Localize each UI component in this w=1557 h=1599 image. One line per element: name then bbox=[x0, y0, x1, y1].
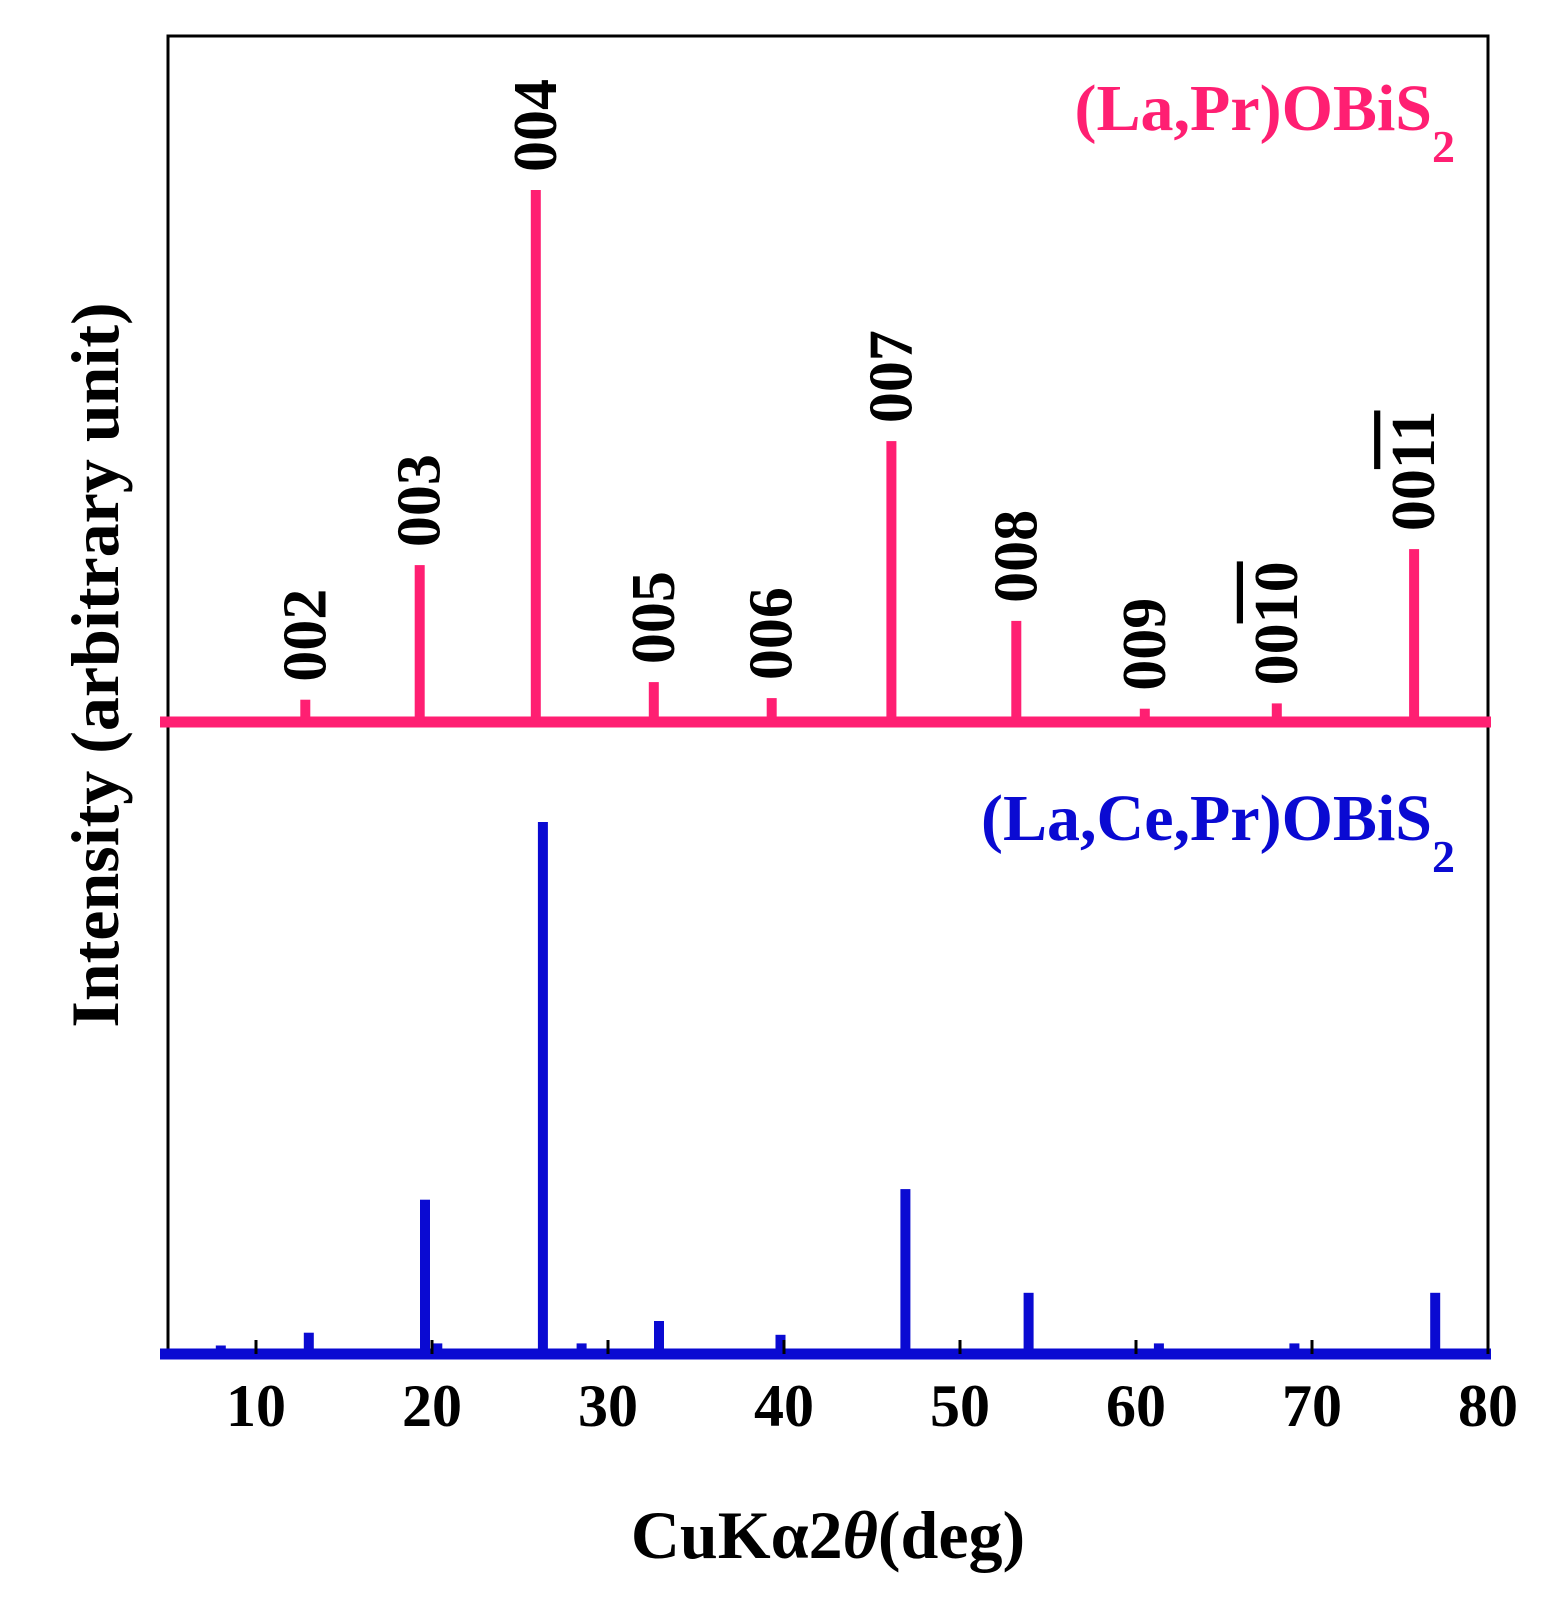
series-label-lacepr-main: (La,Ce,Pr)OBiS bbox=[981, 782, 1432, 855]
traces bbox=[160, 190, 1491, 1360]
x-tick-label-3: 40 bbox=[754, 1373, 814, 1439]
series-0-peak-4 bbox=[766, 698, 777, 722]
x-axis-label-pre: CuKα2 bbox=[631, 1497, 843, 1573]
peak-label-0010: 0010 bbox=[1243, 561, 1311, 685]
peak-label-008: 008 bbox=[982, 510, 1050, 603]
y-axis-label: Intensity (arbitrary unit) bbox=[57, 302, 133, 1027]
series-1-peak-11 bbox=[1289, 1343, 1300, 1354]
series-0-peak-6 bbox=[1011, 620, 1022, 722]
peak-label-003: 003 bbox=[386, 454, 454, 547]
x-tick-label-6: 70 bbox=[1282, 1373, 1342, 1439]
x-tick-label-1: 20 bbox=[402, 1373, 462, 1439]
series-0-peak-2 bbox=[530, 190, 541, 722]
x-tick-label-2: 30 bbox=[578, 1373, 638, 1439]
series-1-peak-4 bbox=[537, 822, 548, 1354]
series-label-lacepr: (La,Ce,Pr)OBiS2 bbox=[981, 782, 1455, 882]
peak-label-004: 004 bbox=[502, 79, 570, 172]
series-1-peak-0 bbox=[215, 1345, 226, 1354]
x-axis-label-theta: θ bbox=[843, 1497, 878, 1573]
plot-frame bbox=[166, 34, 1490, 1356]
series-1-peak-3 bbox=[432, 1343, 443, 1354]
x-tick-label-5: 60 bbox=[1106, 1373, 1166, 1439]
x-tick-label-4: 50 bbox=[930, 1373, 990, 1439]
series-0-peak-1 bbox=[414, 565, 425, 722]
series-0-peak-7 bbox=[1139, 708, 1150, 722]
series-0-peak-3 bbox=[648, 682, 659, 722]
series-0 bbox=[160, 190, 1491, 728]
peak-label-0011: 0011 bbox=[1380, 411, 1448, 532]
series-1-peak-1 bbox=[303, 1332, 314, 1354]
series-1-peak-12 bbox=[1430, 1292, 1441, 1354]
series-0-peak-0 bbox=[300, 699, 311, 722]
series-label-lapr-sub: 2 bbox=[1432, 121, 1455, 172]
series-0-peak-8 bbox=[1271, 703, 1282, 722]
peak-label-006: 006 bbox=[738, 587, 806, 680]
x-axis-label-post: (deg) bbox=[878, 1497, 1025, 1573]
series-1-peak-5 bbox=[576, 1343, 587, 1354]
series-0-peak-5 bbox=[886, 441, 897, 722]
series-1 bbox=[160, 822, 1491, 1360]
x-axis-label: CuKα2θ(deg) bbox=[631, 1497, 1025, 1573]
peak-label-002: 002 bbox=[271, 589, 339, 682]
peak-label-005: 005 bbox=[620, 571, 688, 664]
series-1-peak-2 bbox=[420, 1199, 430, 1354]
series-1-peak-7 bbox=[775, 1334, 786, 1354]
peak-label-007: 007 bbox=[857, 330, 925, 423]
series-1-peak-8 bbox=[900, 1189, 911, 1354]
series-label-lapr-main: (La,Pr)OBiS bbox=[1075, 72, 1433, 145]
series-label-lapr: (La,Pr)OBiS2 bbox=[1075, 72, 1456, 172]
peak-labels: 002 003 004 005 006 007 008 009 0010 0011 bbox=[271, 79, 1448, 691]
series-1-peak-9 bbox=[1023, 1292, 1034, 1354]
x-tick-label-0: 10 bbox=[226, 1373, 286, 1439]
series-1-peak-6 bbox=[654, 1321, 664, 1354]
x-axis-ticks: 10 20 30 40 50 60 70 80 bbox=[226, 1340, 1518, 1439]
x-tick-label-7: 80 bbox=[1458, 1373, 1518, 1439]
peak-label-009: 009 bbox=[1111, 598, 1179, 691]
series-1-peak-10 bbox=[1153, 1343, 1164, 1354]
series-label-lacepr-sub: 2 bbox=[1432, 831, 1455, 882]
series-0-peak-9 bbox=[1409, 549, 1420, 722]
